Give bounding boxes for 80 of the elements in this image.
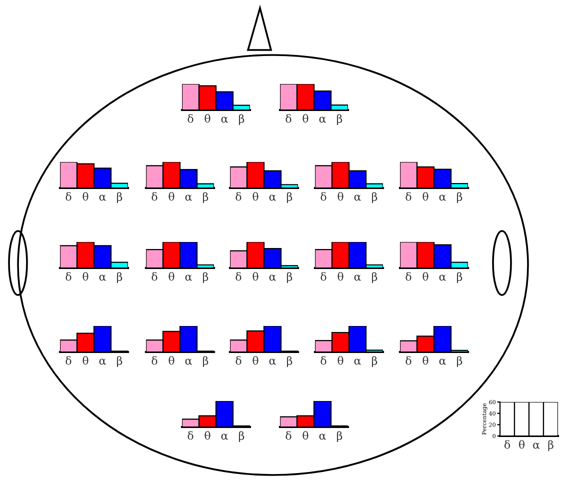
x-tick-label: θ [422, 272, 428, 281]
x-tick-label: θ [204, 114, 210, 123]
x-tick-label: α [439, 274, 446, 281]
x-tick-label: β [202, 272, 208, 283]
x-tick-label: α [185, 274, 192, 281]
x-tick-label: θ [168, 356, 174, 365]
x-tick-label: β [116, 272, 122, 283]
x-tick-label: θ [422, 356, 428, 365]
x-tick-label: δ [286, 431, 292, 440]
x-tick-label: β [238, 114, 244, 125]
x-tick-label: β [548, 440, 554, 451]
x-tick-label: θ [252, 272, 258, 281]
x-tick-label: α [354, 358, 361, 365]
x-tick-label: α [439, 358, 446, 365]
x-tick-label: θ [82, 192, 88, 201]
x-tick-label: β [336, 431, 342, 442]
x-tick-label: θ [168, 192, 174, 201]
x-tick-label: δ [152, 272, 158, 281]
x-tick-label: β [336, 114, 342, 125]
x-tick-label: δ [66, 272, 72, 281]
x-tick-label: θ [338, 272, 344, 281]
x-tick-label: θ [518, 440, 525, 449]
x-tick-label: β [372, 272, 378, 283]
x-tick-label: β [238, 431, 244, 442]
x-tick-label: α [319, 434, 326, 440]
x-tick-label: α [354, 194, 361, 201]
x-tick-label: δ [320, 272, 326, 281]
x-tick-label: θ [338, 192, 344, 201]
x-tick-label: θ [302, 431, 308, 440]
x-tick-label: α [185, 358, 192, 365]
x-tick-label: θ [168, 272, 174, 281]
x-tick-label: β [202, 356, 208, 367]
x-tick-label: θ [302, 114, 308, 123]
x-tick-label: δ [320, 356, 326, 365]
x-tick-label: α [533, 442, 540, 449]
x-tick-label: β [372, 192, 378, 203]
x-tick-label: α [269, 194, 276, 201]
x-tick-label: δ [504, 440, 510, 449]
x-tick-label: δ [406, 356, 412, 365]
x-tick-label: β [456, 192, 462, 203]
x-tick-label: θ [338, 356, 344, 365]
x-tick-label: β [372, 356, 378, 367]
x-tick-label: θ [204, 431, 210, 440]
x-tick-label: β [286, 272, 292, 283]
x-tick-label: δ [286, 114, 292, 123]
x-tick-label: α [185, 194, 192, 201]
x-tick-label: θ [82, 356, 88, 365]
x-tick-label: δ [236, 192, 242, 201]
x-tick-label: δ [188, 114, 194, 123]
x-tick-label: δ [320, 192, 326, 201]
x-tick-label: δ [152, 192, 158, 201]
x-tick-label: θ [252, 192, 258, 201]
x-tick-label: β [456, 272, 462, 283]
x-tick-label: δ [236, 272, 242, 281]
x-tick-label: δ [66, 356, 72, 365]
x-tick-label: α [354, 274, 361, 281]
x-tick-label: α [99, 358, 106, 365]
x-tick-label: β [456, 356, 462, 367]
x-tick-label: δ [152, 356, 158, 365]
x-tick-label: β [286, 356, 292, 367]
x-tick-label: θ [82, 272, 88, 281]
x-tick-label: α [99, 274, 106, 281]
x-tick-label: α [439, 194, 446, 201]
x-tick-label: θ [252, 356, 258, 365]
x-tick-label: α [319, 116, 326, 123]
x-tick-label: δ [236, 356, 242, 365]
x-tick-label: α [221, 116, 228, 123]
x-tick-label: β [202, 192, 208, 203]
x-tick-label: β [116, 192, 122, 203]
x-tick-label: δ [406, 272, 412, 281]
x-tick-label: β [116, 356, 122, 367]
x-tick-label: α [269, 358, 276, 365]
x-tick-label: α [99, 194, 106, 201]
x-tick-label: θ [422, 192, 428, 201]
x-tick-label: β [286, 192, 292, 203]
x-tick-label: δ [406, 192, 412, 201]
x-tick-label: δ [188, 431, 194, 440]
x-tick-label: α [269, 274, 276, 281]
x-tick-label: α [221, 434, 228, 440]
x-tick-label: δ [66, 192, 72, 201]
